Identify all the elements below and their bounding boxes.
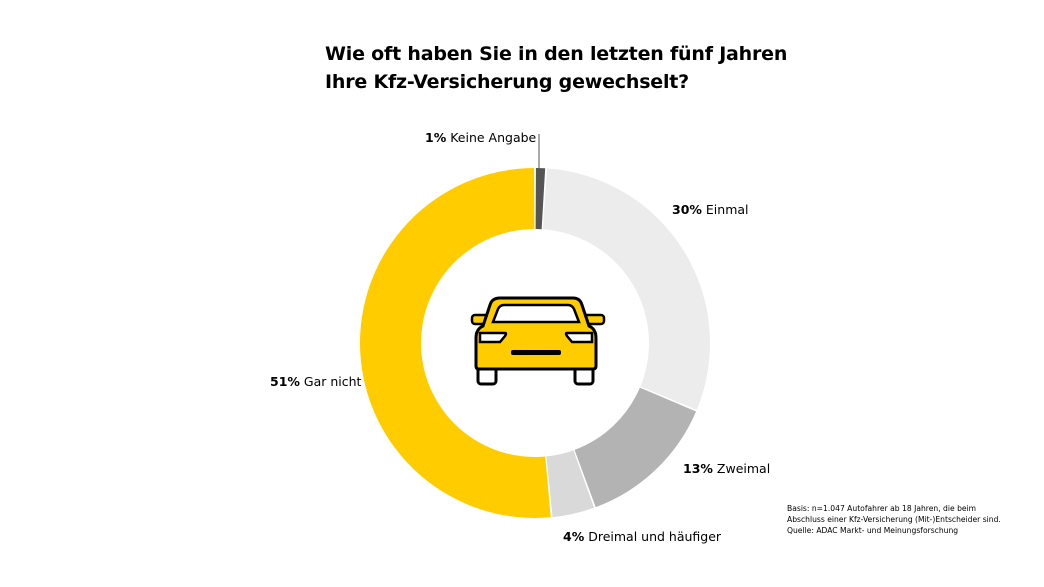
footnote: Basis: n=1.047 Autofahrer ab 18 Jahren, … [787, 503, 1001, 536]
chart-title-line-1: Wie oft haben Sie in den letzten fünf Ja… [325, 43, 788, 65]
label-keine-angabe: 1% Keine Angabe [425, 130, 536, 145]
footnote-line-2: Abschluss einer Kfz-Versicherung (Mit-)E… [787, 515, 1001, 524]
label-gar-nicht-value: 51% [270, 374, 300, 389]
label-dreimal: 4% Dreimal und häufiger [563, 529, 721, 544]
label-keine-angabe-text: Keine Angabe [450, 130, 537, 145]
donut-slices [360, 168, 710, 519]
footnote-line-3: Quelle: ADAC Markt- und Meinungsforschun… [787, 526, 959, 535]
label-dreimal-value: 4% [563, 529, 585, 544]
label-gar-nicht: 51% Gar nicht [270, 374, 361, 389]
slice-keine-angabe [535, 168, 546, 230]
label-zweimal-value: 13% [683, 461, 713, 476]
footnote-line-1: Basis: n=1.047 Autofahrer ab 18 Jahren, … [787, 504, 977, 513]
slice-zweimal [574, 387, 697, 508]
label-keine-angabe-value: 1% [425, 130, 447, 145]
label-einmal: 30% Einmal [672, 202, 749, 217]
chart-title: Wie oft haben Sie in den letzten fünf Ja… [325, 40, 787, 96]
label-dreimal-text: Dreimal und häufiger [588, 529, 722, 544]
label-gar-nicht-text: Gar nicht [303, 374, 362, 389]
label-einmal-text: Einmal [705, 202, 749, 217]
chart-title-line-2: Ihre Kfz-Versicherung gewechselt? [325, 71, 690, 93]
car-icon [470, 296, 606, 386]
label-einmal-value: 30% [672, 202, 702, 217]
slice-einmal [542, 168, 710, 410]
slice-dreimal [546, 450, 594, 518]
slice-gar-nicht [360, 168, 551, 519]
label-zweimal-text: Zweimal [716, 461, 771, 476]
label-zweimal: 13% Zweimal [683, 461, 770, 476]
